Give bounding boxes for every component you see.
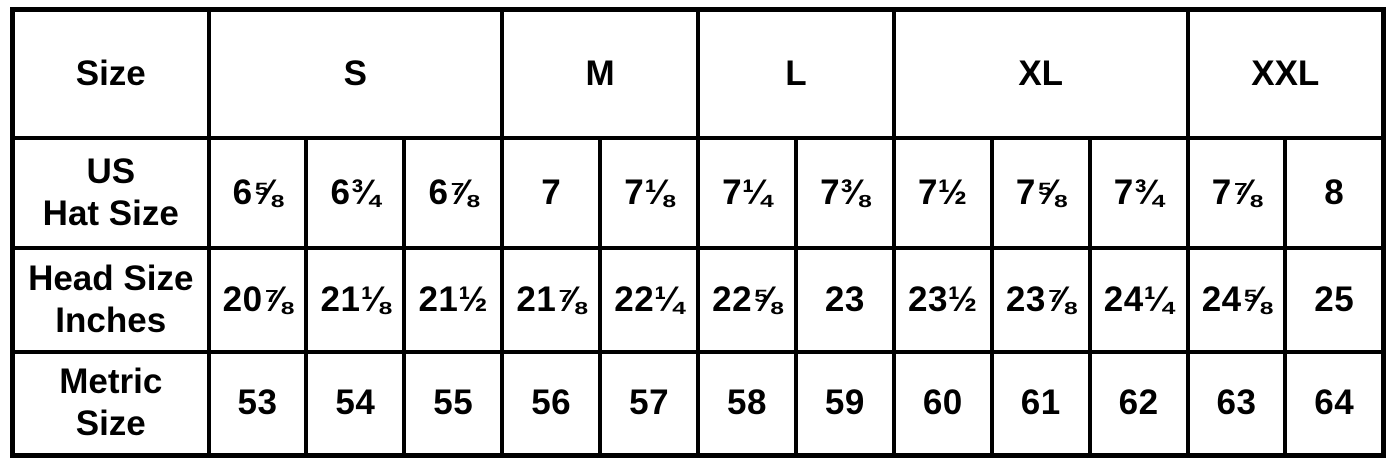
size-group-l: L <box>696 7 896 140</box>
hat-size-chart-table: Size S M L XL XXL US Hat Size 6⅝ 6¾ 6⅞ 7… <box>10 7 1386 458</box>
head-size-inches-value: 24⅝ <box>1185 245 1288 354</box>
size-group-m: M <box>500 7 701 140</box>
us-hat-size-value: 6⅝ <box>206 135 309 250</box>
metric-size-row: Metric Size 53 54 55 56 57 58 59 60 61 6… <box>10 349 1386 458</box>
metric-size-value: 54 <box>304 349 407 458</box>
metric-size-value: 56 <box>500 349 603 458</box>
us-hat-size-value: 7⅜ <box>793 135 896 250</box>
us-hat-size-value: 6¾ <box>304 135 407 250</box>
metric-size-value: 64 <box>1283 349 1386 458</box>
size-group-s: S <box>206 7 505 140</box>
size-group-xl: XL <box>891 7 1190 140</box>
us-hat-size-value: 7 <box>500 135 603 250</box>
metric-size-value: 62 <box>1087 349 1190 458</box>
metric-size-value: 53 <box>206 349 309 458</box>
us-hat-size-value: 7⅝ <box>989 135 1092 250</box>
metric-size-value: 61 <box>989 349 1092 458</box>
us-hat-size-row: US Hat Size 6⅝ 6¾ 6⅞ 7 7⅛ 7¼ 7⅜ 7½ 7⅝ 7¾… <box>10 135 1386 250</box>
head-size-inches-value: 21⅛ <box>304 245 407 354</box>
hat-size-chart: Size S M L XL XXL US Hat Size 6⅝ 6¾ 6⅞ 7… <box>10 7 1386 458</box>
head-size-inches-value: 24¼ <box>1087 245 1190 354</box>
metric-size-value: 55 <box>402 349 505 458</box>
row-header-metric-size: Metric Size <box>10 349 211 458</box>
head-size-inches-value: 21⅞ <box>500 245 603 354</box>
head-size-inches-value: 23½ <box>891 245 994 354</box>
head-size-inches-value: 21½ <box>402 245 505 354</box>
us-hat-size-value: 7¾ <box>1087 135 1190 250</box>
metric-size-value: 58 <box>696 349 798 458</box>
us-hat-size-value: 7¼ <box>696 135 798 250</box>
head-size-inches-row: Head Size Inches 20⅞ 21⅛ 21½ 21⅞ 22¼ 22⅝… <box>10 245 1386 354</box>
head-size-inches-value: 23 <box>793 245 896 354</box>
us-hat-size-value: 7⅛ <box>598 135 701 250</box>
metric-size-value: 63 <box>1185 349 1288 458</box>
head-size-inches-value: 22⅝ <box>696 245 798 354</box>
us-hat-size-value: 7⅞ <box>1185 135 1288 250</box>
us-hat-size-value: 8 <box>1283 135 1386 250</box>
head-size-inches-value: 22¼ <box>598 245 701 354</box>
metric-size-value: 57 <box>598 349 701 458</box>
size-group-xxl: XXL <box>1185 7 1386 140</box>
row-header-head-size-inches: Head Size Inches <box>10 245 211 354</box>
metric-size-value: 59 <box>793 349 896 458</box>
size-group-header-row: Size S M L XL XXL <box>10 7 1386 140</box>
metric-size-value: 60 <box>891 349 994 458</box>
head-size-inches-value: 23⅞ <box>989 245 1092 354</box>
head-size-inches-value: 25 <box>1283 245 1386 354</box>
us-hat-size-value: 7½ <box>891 135 994 250</box>
row-header-us-hat-size: US Hat Size <box>10 135 211 250</box>
corner-header-size: Size <box>10 7 211 140</box>
head-size-inches-value: 20⅞ <box>206 245 309 354</box>
us-hat-size-value: 6⅞ <box>402 135 505 250</box>
